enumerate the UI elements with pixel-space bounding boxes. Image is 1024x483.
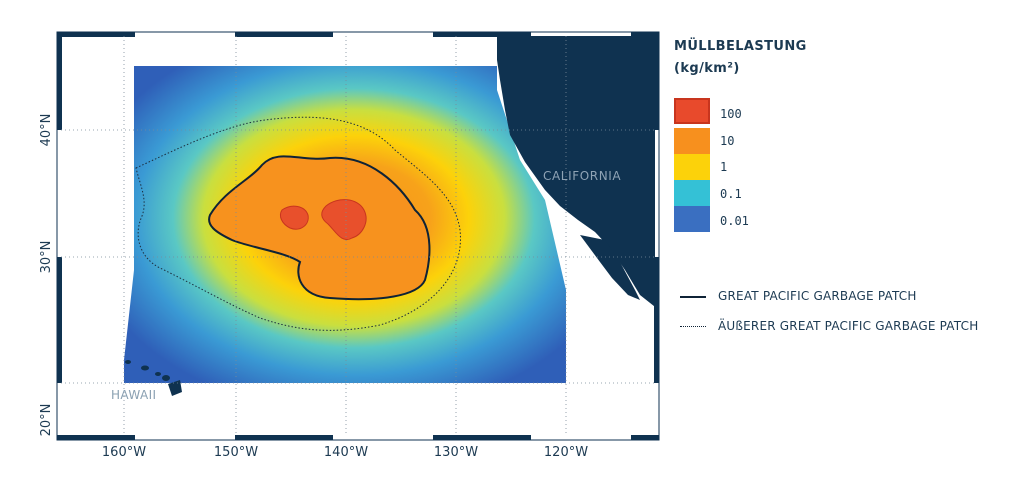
- lat-tick-label: 30°N: [39, 241, 54, 274]
- lon-tick-label: 160°W: [102, 445, 146, 460]
- great-pacific-garbage-patch-outline: [208, 155, 431, 301]
- legend-swatch-1: [674, 154, 710, 180]
- land-north-america: [497, 36, 655, 307]
- lon-tick-label: 140°W: [324, 445, 368, 460]
- land-baja-california: [580, 235, 640, 300]
- lat-tick-label: 40°N: [39, 114, 54, 147]
- hotspot: [279, 205, 309, 230]
- outer-patch-outline: [135, 116, 461, 331]
- legend-line-label: ÄUßERER GREAT PACIFIC GARBAGE PATCH: [718, 319, 979, 333]
- land-hawaii: [125, 360, 182, 396]
- lat-tick-label: 20°N: [39, 404, 54, 437]
- frame-ticks: [57, 32, 659, 440]
- hotspot: [321, 199, 367, 240]
- legend-swatch-100: [674, 98, 710, 124]
- legend-line-dotted: [680, 326, 706, 327]
- legend-line-solid: [680, 296, 706, 298]
- lon-tick-label: 130°W: [434, 445, 478, 460]
- legend-level-label: 0.01: [720, 214, 749, 228]
- legend-title-line1: MÜLLBELASTUNG: [674, 39, 807, 54]
- hawaii-label: HAWAII: [111, 388, 156, 402]
- lon-tick-label: 150°W: [214, 445, 258, 460]
- legend-title-line2: (kg/km²): [674, 61, 740, 76]
- legend-swatch-0-01: [674, 206, 710, 232]
- legend-line-label: GREAT PACIFIC GARBAGE PATCH: [718, 289, 917, 303]
- graticule: [61, 36, 655, 436]
- legend-level-label: 10: [720, 134, 735, 148]
- legend-swatch-0-1: [674, 180, 710, 206]
- legend-swatch-10: [674, 128, 710, 154]
- legend-level-label: 1: [720, 160, 728, 174]
- legend-level-label: 0.1: [720, 187, 742, 201]
- california-label: CALIFORNIA: [543, 169, 621, 183]
- lon-tick-label: 120°W: [544, 445, 588, 460]
- legend-title: MÜLLBELASTUNG (kg/km²): [674, 36, 807, 80]
- legend-level-label: 100: [720, 107, 742, 121]
